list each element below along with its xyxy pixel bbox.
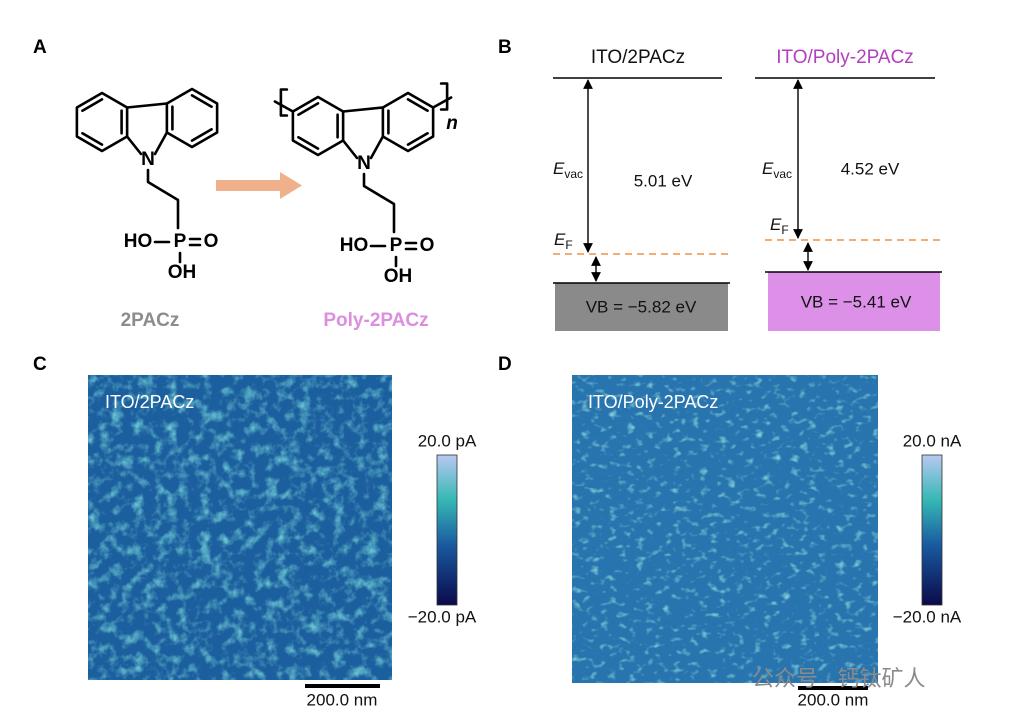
panel-label: D [498, 354, 512, 375]
panel-label: B [498, 37, 512, 58]
double-bond [81, 132, 104, 146]
reaction-arrow-head [280, 172, 302, 199]
valence-band [768, 272, 940, 331]
scale-label: 200.0 nm [307, 690, 378, 709]
bond [125, 135, 143, 156]
colorbar-min: −20.0 pA [408, 607, 477, 626]
benzene-ring [165, 87, 219, 149]
double-bond [404, 241, 418, 251]
colorbar-max: 20.0 nA [903, 431, 962, 450]
double-bond [188, 237, 202, 247]
afm-texture [88, 375, 392, 680]
benzene-ring [291, 95, 345, 157]
vb-label: VB = −5.82 eV [586, 297, 697, 316]
bond [341, 139, 359, 160]
alkyl-chain [146, 168, 180, 230]
scale-label: 200.0 nm [798, 690, 869, 709]
diagram-title: ITO/Poly-2PACz [776, 47, 914, 68]
diagram-title: ITO/2PACz [591, 47, 685, 68]
image-label: ITO/Poly-2PACz [588, 392, 718, 412]
scale-bar [798, 686, 868, 690]
subscript: F [565, 238, 572, 252]
bond [369, 135, 385, 160]
bracket [279, 88, 289, 117]
panel-label: C [33, 354, 47, 375]
repeat-unit: n [446, 113, 458, 134]
subscript: F [781, 223, 788, 237]
atom: N [357, 153, 371, 174]
atom: P [390, 235, 403, 256]
atom: N [141, 149, 155, 170]
symbol: E [762, 159, 774, 178]
energy-symbol: Evac [553, 159, 583, 181]
reaction-arrow-shaft [216, 180, 282, 191]
colorbar-max: 20.0 pA [418, 431, 477, 450]
benzene-ring [75, 91, 129, 153]
atom: HO [124, 231, 153, 252]
atom: P [174, 231, 187, 252]
work-function: 5.01 eV [634, 171, 693, 190]
molecule-name: 2PACz [121, 310, 180, 331]
symbol: E [553, 159, 565, 178]
bond [125, 102, 169, 109]
colorbar [436, 454, 458, 606]
atom: OH [384, 266, 413, 287]
atom: O [420, 235, 435, 256]
double-bond [406, 132, 429, 146]
image-label: ITO/2PACz [105, 392, 194, 412]
double-bond [190, 128, 213, 142]
vb-label: VB = −5.41 eV [801, 292, 912, 311]
fermi-symbol: EF [554, 230, 573, 252]
bond [341, 106, 385, 113]
subscript: vac [773, 167, 792, 181]
benzene-ring [381, 91, 435, 153]
panel-label: A [33, 37, 47, 58]
symbol: E [770, 215, 782, 234]
bracket [439, 82, 449, 111]
colorbar-min: −20.0 nA [893, 607, 962, 626]
atom: O [204, 231, 219, 252]
alkyl-chain [362, 172, 396, 234]
energy-symbol: Evac [762, 159, 792, 181]
double-bond [190, 94, 213, 108]
work-function: 4.52 eV [841, 159, 900, 178]
watermark: 公众号 · 钙钛矿人 [752, 666, 926, 691]
scale-bar [305, 684, 380, 688]
molecule-name: Poly-2PACz [323, 310, 428, 331]
atom: OH [168, 262, 197, 283]
subscript: vac [564, 167, 583, 181]
afm-texture [572, 375, 878, 683]
symbol: E [554, 230, 566, 249]
double-bond [81, 98, 104, 112]
double-bond [297, 102, 320, 116]
double-bond [297, 136, 320, 150]
atom: HO [340, 235, 369, 256]
colorbar [921, 454, 943, 606]
double-bond [406, 98, 429, 112]
fermi-symbol: EF [770, 215, 789, 237]
valence-band [555, 283, 728, 331]
polymer-bond [273, 100, 295, 113]
bond [153, 131, 169, 156]
